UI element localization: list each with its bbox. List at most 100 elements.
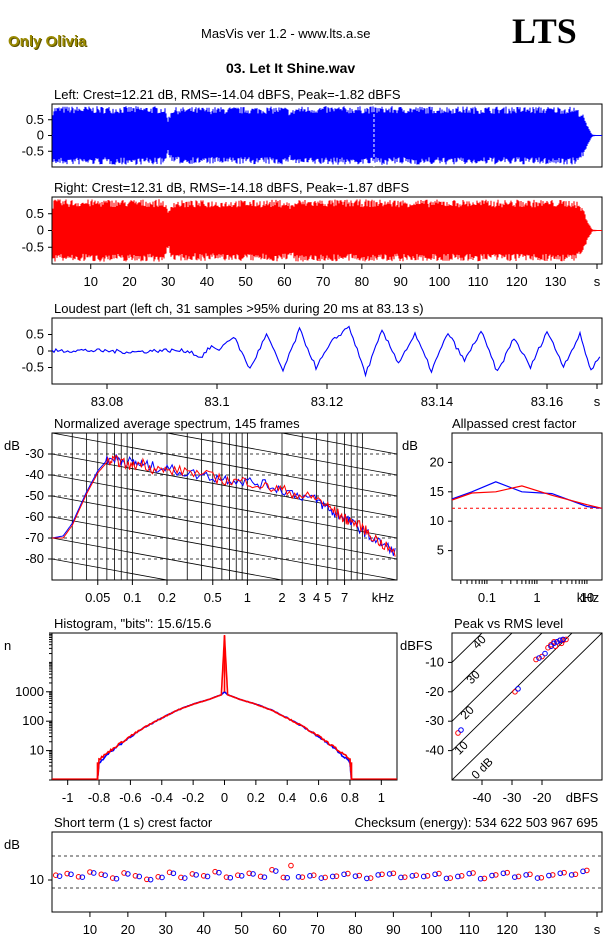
spectrum-slope [52,433,397,497]
x-tick-label: 0 [221,790,228,805]
shortterm-right-point [379,871,385,878]
x-tick-label: 0.2 [247,790,265,805]
y-tick-label: 10 [30,743,44,758]
shortterm-right-point [144,876,150,883]
shortterm-right-point [447,875,454,881]
x-tick-label: 70 [316,274,330,289]
crest-line [452,633,573,752]
shortterm-right-point [132,873,139,879]
x-tick-label: 20 [121,922,135,937]
shortterm-left-point [443,875,450,882]
x-tick-label: 2 [278,590,285,605]
x-tick-label: 1 [378,790,385,805]
histogram-title: Histogram, "bits": 15.6/15.6 [54,616,211,631]
spectrum-slope [52,474,397,539]
shortterm-right-point [64,870,70,877]
shortterm-left-point [420,873,427,880]
spectrum-slope [52,516,397,580]
shortterm-left-point [375,872,382,878]
shortterm-right-point [109,875,116,881]
shortterm-left-point [455,873,461,880]
x-tick-label: 70 [310,922,324,937]
x-tick-label: -40 [473,790,492,805]
x-tick-label: 0.5 [204,590,222,605]
peakrms-right-point [455,730,461,736]
x-tick-label: 10 [83,922,97,937]
x-tick-label: 60 [272,922,286,937]
shortterm-right-point [246,870,253,877]
shortterm-right-point [458,873,465,879]
spectrum-slopes [52,433,397,580]
x-tick-label: 1 [533,590,540,605]
peakrms-right-point [545,644,551,651]
y-tick-label: 10 [430,513,444,528]
shortterm-left-point [113,875,120,882]
y-tick-label: 5 [437,543,444,558]
shortterm-left-point [477,875,484,882]
shortterm-left-point [125,871,131,877]
crest-label: 40 [469,632,489,652]
x-tick-label: 20 [122,274,136,289]
file-title: 03. Let It Shine.wav [226,60,356,76]
shortterm-left-point [329,873,336,880]
shortterm-right-point [310,872,317,879]
y-axis-label: dB [4,438,20,453]
shortterm-right-point [584,867,590,874]
shortterm-right-point [98,871,105,878]
x-tick-label: 83.1 [204,394,229,409]
x-tick-label: 110 [468,274,489,289]
shortterm-left-point [580,868,586,875]
shortterm-left-point [193,872,199,878]
y-tick-label: 0 [37,128,44,143]
shortterm-left-point [341,871,347,878]
peakrms-left-point [536,655,542,661]
shortterm-left-point [318,875,325,881]
shortterm-left-point [534,875,541,881]
shortterm-right-point [367,875,374,881]
spectrum-slope [52,537,285,580]
lts-logo: LTS [512,11,577,51]
x-tick-label: 90 [393,274,407,289]
shortterm-right-point [436,870,442,877]
shortterm-left-point [68,871,74,878]
shortterm-right-point [189,871,196,877]
y-tick-label: -30 [425,713,444,728]
shortterm-right-point [166,869,173,876]
crest-label: 10 [451,738,471,758]
spectrum-right-line [52,455,396,557]
x-tick-label: -1 [62,790,74,805]
x-tick-label: s [594,394,601,409]
x-tick-label: -0.6 [119,790,141,805]
peakrms-left-point [557,637,563,644]
peakrms-left-point [548,643,554,650]
peakrms-left-point [554,639,560,645]
shortterm-left-point [272,868,279,874]
y-axis-label: dB [4,837,20,852]
x-tick-label: 0.05 [85,590,110,605]
checksum-text: Checksum (energy): 534 622 503 967 695 [354,815,598,830]
shortterm-left-point [489,872,495,879]
shortterm-right-point [52,872,59,879]
shortterm-right-point [561,869,567,876]
x-tick-label: 0.4 [278,790,296,805]
y-tick-label: -20 [425,684,444,699]
peakrms-title: Peak vs RMS level [454,616,563,631]
x-tick-label: 120 [506,274,528,289]
shortterm-right-point [223,874,230,880]
y-tick-label: -40 [425,743,444,758]
waveform-title: Left: Crest=12.21 dB, RMS=-14.04 dBFS, P… [54,87,401,102]
x-tick-label: 0.8 [341,790,359,805]
peakrms-right-point [539,653,545,660]
shortterm-left-point [409,873,416,879]
x-tick-label: 40 [200,274,214,289]
x-tick-label: 80 [348,922,362,937]
brand-label: Only Olivia [8,33,87,50]
shortterm-title: Short term (1 s) crest factor [54,815,213,830]
x-tick-label: 30 [159,922,173,937]
x-tick-label: 50 [238,274,252,289]
y-tick-label: 1000 [15,684,44,699]
shortterm-right-point [87,869,93,875]
x-tick-label: 83.16 [531,394,564,409]
